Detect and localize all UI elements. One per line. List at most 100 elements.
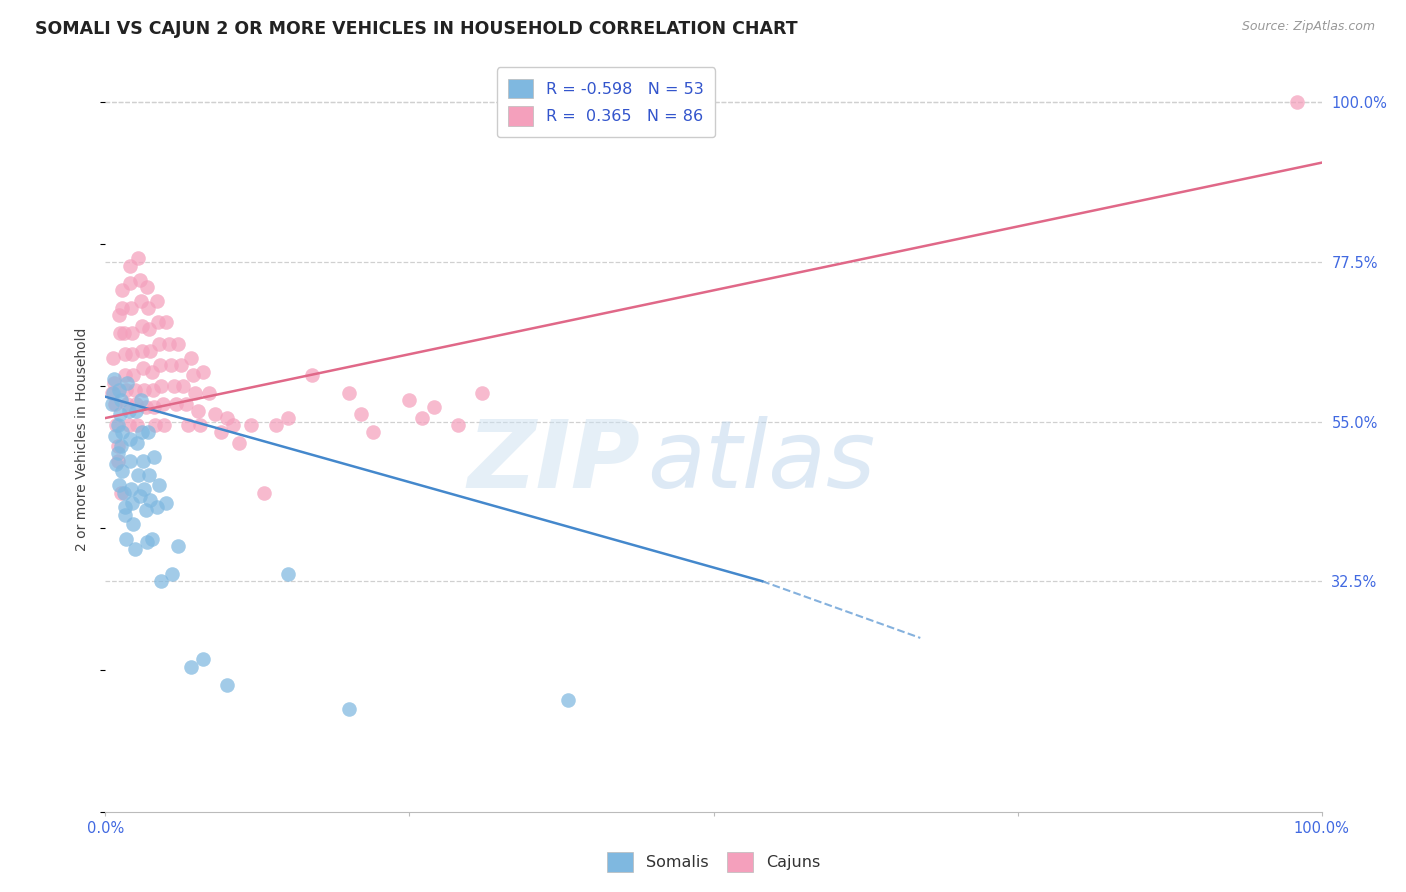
Point — [557, 692, 579, 706]
Point — [162, 379, 184, 393]
Point — [129, 293, 152, 308]
Point — [162, 567, 184, 582]
Point — [447, 418, 470, 433]
Point — [101, 351, 124, 365]
Point — [104, 397, 127, 411]
Point — [141, 532, 163, 546]
Point — [112, 485, 135, 500]
Point — [152, 397, 174, 411]
Point — [105, 418, 128, 433]
Point — [187, 404, 209, 418]
Point — [120, 301, 142, 315]
Text: SOMALI VS CAJUN 2 OR MORE VEHICLES IN HOUSEHOLD CORRELATION CHART: SOMALI VS CAJUN 2 OR MORE VEHICLES IN HO… — [35, 20, 797, 37]
Point — [143, 450, 166, 464]
Point — [139, 343, 162, 358]
Point — [222, 418, 245, 433]
Point — [114, 347, 136, 361]
Point — [191, 365, 214, 379]
Point — [121, 496, 143, 510]
Point — [127, 252, 149, 266]
Point — [228, 435, 250, 450]
Point — [337, 702, 360, 716]
Point — [108, 383, 131, 397]
Point — [111, 425, 134, 440]
Point — [125, 435, 148, 450]
Text: atlas: atlas — [647, 417, 875, 508]
Point — [145, 293, 167, 308]
Point — [117, 397, 139, 411]
Point — [134, 482, 156, 496]
Point — [170, 358, 193, 372]
Point — [108, 308, 131, 322]
Point — [155, 315, 177, 329]
Point — [131, 318, 153, 333]
Point — [114, 508, 136, 523]
Point — [100, 397, 122, 411]
Point — [209, 425, 232, 440]
Point — [180, 660, 202, 674]
Point — [128, 273, 150, 287]
Point — [103, 376, 125, 390]
Point — [177, 418, 200, 433]
Point — [107, 446, 129, 460]
Point — [114, 368, 136, 383]
Point — [135, 503, 157, 517]
Point — [252, 485, 274, 500]
Point — [125, 397, 148, 411]
Point — [131, 343, 153, 358]
Point — [198, 386, 221, 401]
Point — [110, 485, 132, 500]
Point — [277, 411, 299, 425]
Point — [411, 411, 433, 425]
Point — [108, 326, 131, 340]
Point — [117, 404, 139, 418]
Point — [117, 418, 139, 433]
Point — [135, 401, 157, 415]
Point — [118, 259, 141, 273]
Point — [172, 379, 194, 393]
Point — [143, 401, 166, 415]
Point — [101, 386, 124, 401]
Point — [110, 439, 132, 453]
Point — [160, 358, 183, 372]
Point — [155, 496, 177, 510]
Point — [142, 383, 165, 397]
Point — [301, 368, 323, 383]
Point — [145, 500, 167, 514]
Point — [128, 489, 150, 503]
Point — [107, 418, 129, 433]
Point — [114, 500, 136, 514]
Point — [107, 453, 129, 467]
Point — [204, 408, 226, 422]
Text: Source: ZipAtlas.com: Source: ZipAtlas.com — [1241, 20, 1375, 33]
Point — [131, 425, 153, 440]
Point — [148, 336, 170, 351]
Point — [165, 397, 187, 411]
Point — [277, 567, 299, 582]
Point — [150, 379, 173, 393]
Point — [122, 368, 145, 383]
Point — [132, 361, 155, 376]
Point — [240, 418, 263, 433]
Point — [167, 336, 190, 351]
Point — [124, 542, 146, 557]
Point — [121, 326, 143, 340]
Point — [115, 532, 138, 546]
Point — [361, 425, 384, 440]
Point — [153, 418, 176, 433]
Point — [174, 397, 197, 411]
Point — [110, 393, 132, 408]
Point — [337, 386, 360, 401]
Point — [118, 277, 141, 291]
Point — [105, 457, 128, 471]
Point — [112, 326, 135, 340]
Point — [129, 393, 152, 408]
Point — [134, 383, 156, 397]
Point — [108, 478, 131, 492]
Point — [118, 453, 141, 467]
Point — [184, 386, 207, 401]
Point — [350, 408, 373, 422]
Point — [135, 280, 157, 294]
Point — [121, 347, 143, 361]
Point — [125, 418, 148, 433]
